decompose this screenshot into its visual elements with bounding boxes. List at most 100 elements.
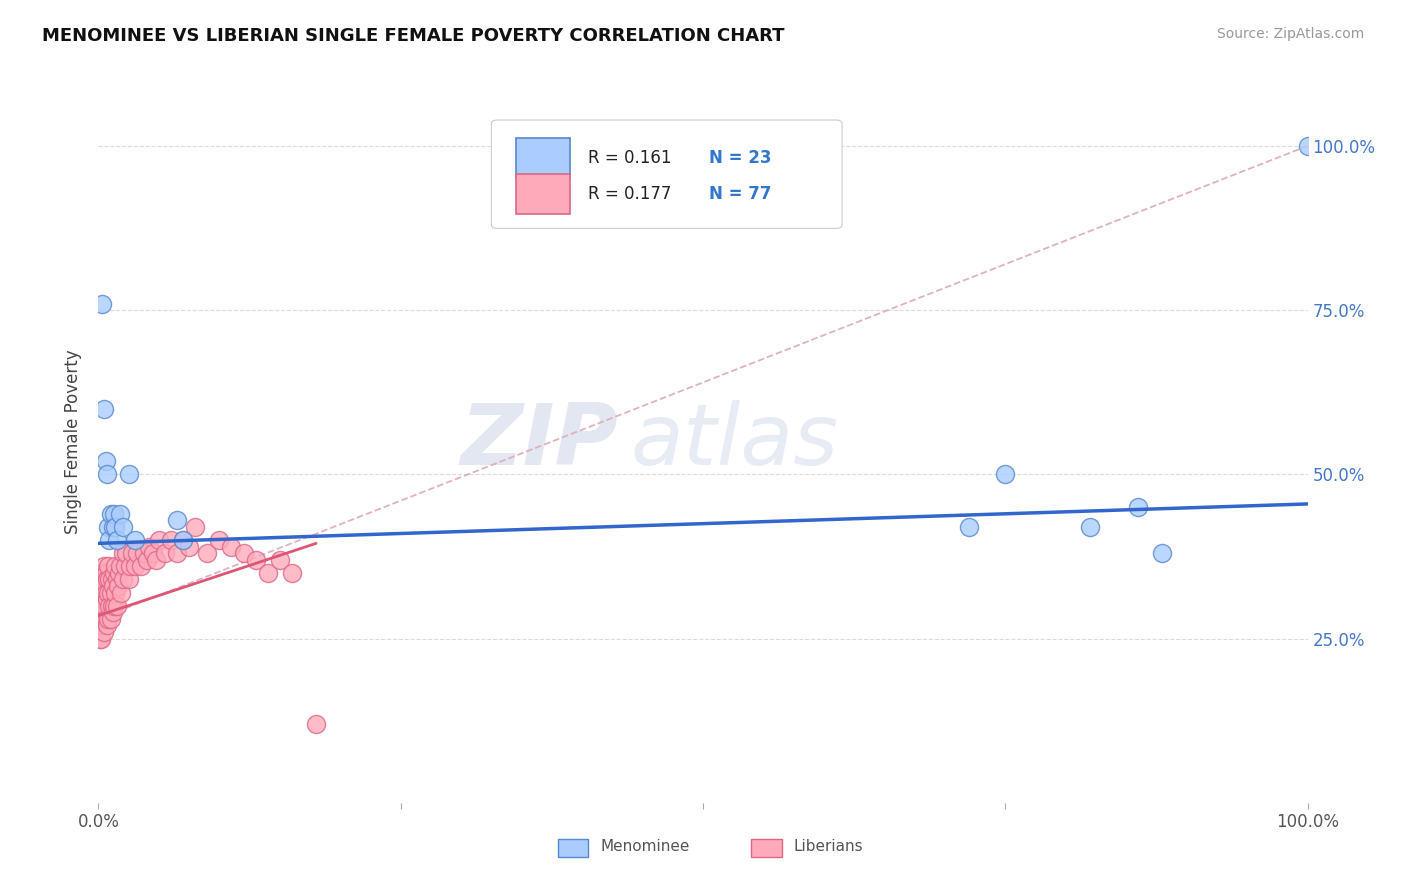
Point: [115, 546, 138, 560]
Point: [91, 573, 114, 587]
Point: [957, 520, 980, 534]
Point: [98, 573, 121, 587]
Point: [89, 585, 111, 599]
Point: [129, 559, 152, 574]
Point: [91, 599, 114, 613]
Point: [93, 579, 115, 593]
Point: [94, 585, 117, 599]
Point: [107, 579, 129, 593]
FancyBboxPatch shape: [492, 120, 842, 228]
Point: [256, 566, 278, 580]
Point: [111, 520, 134, 534]
Point: [994, 467, 1017, 482]
Point: [96, 467, 118, 482]
Point: [142, 546, 165, 560]
Point: [93, 559, 115, 574]
Text: N = 77: N = 77: [709, 185, 772, 203]
Point: [100, 507, 122, 521]
Point: [281, 566, 304, 580]
Point: [105, 599, 128, 613]
Point: [91, 296, 114, 310]
Point: [127, 546, 149, 560]
Point: [111, 573, 134, 587]
Text: atlas: atlas: [630, 400, 838, 483]
Point: [96, 618, 118, 632]
Point: [91, 618, 114, 632]
FancyBboxPatch shape: [516, 174, 569, 214]
Point: [89, 612, 111, 626]
Point: [101, 605, 124, 619]
Point: [96, 573, 118, 587]
Point: [94, 454, 117, 468]
Text: N = 23: N = 23: [709, 149, 772, 167]
Point: [91, 612, 114, 626]
Point: [91, 579, 114, 593]
Point: [305, 717, 328, 731]
Point: [97, 612, 120, 626]
Point: [172, 533, 194, 547]
Point: [108, 559, 131, 574]
Point: [118, 467, 141, 482]
Point: [179, 540, 201, 554]
Point: [114, 559, 136, 574]
Point: [101, 520, 124, 534]
Text: MENOMINEE VS LIBERIAN SINGLE FEMALE POVERTY CORRELATION CHART: MENOMINEE VS LIBERIAN SINGLE FEMALE POVE…: [42, 27, 785, 45]
Point: [103, 566, 125, 580]
Point: [104, 520, 127, 534]
Point: [105, 573, 128, 587]
Point: [103, 599, 125, 613]
Point: [221, 540, 243, 554]
Point: [121, 546, 143, 560]
Point: [94, 612, 117, 626]
Point: [93, 599, 115, 613]
Point: [108, 566, 131, 580]
FancyBboxPatch shape: [751, 838, 782, 857]
Point: [100, 585, 122, 599]
Point: [166, 546, 188, 560]
Text: Menominee: Menominee: [600, 838, 689, 854]
Point: [97, 520, 120, 534]
Point: [93, 401, 115, 416]
Point: [195, 546, 218, 560]
Y-axis label: Single Female Poverty: Single Female Poverty: [65, 350, 83, 533]
Point: [96, 592, 118, 607]
Text: R = 0.177: R = 0.177: [588, 185, 672, 203]
Point: [97, 585, 120, 599]
Point: [135, 553, 157, 567]
Point: [138, 540, 160, 554]
Point: [118, 559, 141, 574]
Point: [269, 553, 291, 567]
Point: [91, 592, 114, 607]
Point: [91, 566, 114, 580]
Point: [90, 605, 112, 619]
Point: [90, 566, 112, 580]
Point: [89, 632, 111, 646]
Point: [98, 599, 121, 613]
Point: [245, 553, 267, 567]
Point: [100, 612, 122, 626]
Text: ZIP: ZIP: [461, 400, 619, 483]
Text: R = 0.161: R = 0.161: [588, 149, 672, 167]
Point: [98, 533, 121, 547]
Point: [1078, 520, 1101, 534]
Point: [172, 533, 194, 547]
Point: [101, 579, 124, 593]
Point: [103, 507, 125, 521]
Point: [97, 559, 120, 574]
Point: [104, 559, 127, 574]
Point: [124, 533, 146, 547]
FancyBboxPatch shape: [516, 138, 569, 178]
Point: [1152, 546, 1174, 560]
Point: [90, 585, 112, 599]
Point: [153, 546, 176, 560]
Point: [108, 507, 131, 521]
Point: [134, 546, 156, 560]
FancyBboxPatch shape: [558, 838, 588, 857]
Text: Source: ZipAtlas.com: Source: ZipAtlas.com: [1216, 27, 1364, 41]
Point: [100, 573, 122, 587]
Point: [111, 546, 134, 560]
Point: [90, 632, 112, 646]
Point: [160, 533, 183, 547]
Point: [104, 585, 127, 599]
Point: [110, 585, 132, 599]
